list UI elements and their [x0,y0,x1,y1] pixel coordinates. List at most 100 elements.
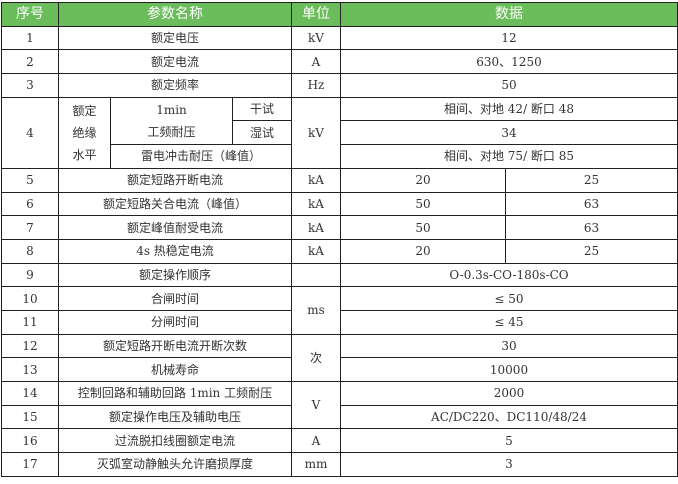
row-no: 13 [1,357,59,382]
row-name: 4s 热稳定电流 [58,238,292,264]
row-unit: ms [291,286,341,335]
row-name: 额定操作顺序 [58,262,292,288]
row-no: 9 [1,262,59,288]
table-row: 4 额定 绝缘 水平 1min 工频耐压 干试 kV 相间、对地 42/ 断口 … [1,96,678,169]
row-value-b: 63 [505,215,678,240]
sub-line: 1min [156,102,187,117]
row-name: 额定短路开断电流开断次数 [58,333,292,359]
row-no: 7 [1,215,59,240]
lightning-value: 相间、对地 75/ 断口 85 [340,144,678,169]
group-line: 额定 [72,103,97,118]
row-value-b: 63 [505,191,678,217]
table-row: 3 额定频率 Hz 50 [1,73,678,98]
row-name: 额定电流 [58,49,292,75]
row-name: 控制回路和辅助回路 1min 工频耐压 [58,381,292,406]
row-unit: A [291,428,341,454]
row-no: 2 [1,49,59,75]
row-name: 机械寿命 [58,357,292,382]
row-no: 8 [1,238,59,264]
row-unit: kV [291,25,341,51]
row-value: 30 [340,333,678,359]
row-value-a: 50 [340,191,506,217]
table-row: 雷电冲击耐压（峰值） 相间、对地 75/ 断口 85 [2,144,678,169]
header-row: 序号 参数名称 单位 数据 [1,2,678,27]
row-value: 12 [340,25,678,51]
lightning-label: 雷电冲击耐压（峰值） [110,144,292,169]
row-unit: kA [291,238,341,264]
row-value: AC/DC220、DC110/48/24 [340,404,678,430]
table-row: 7 额定峰值耐受电流 kA 50 63 [1,215,678,240]
row-no: 16 [1,428,59,454]
row-value: ≤ 50 [340,286,678,311]
row-name: 额定频率 [58,73,292,98]
row-no: 11 [1,309,59,335]
sub-line: 工频耐压 [147,124,196,139]
header-data: 数据 [340,2,678,27]
row-no: 14 [1,381,59,406]
row-no: 1 [1,25,59,51]
row-name: 过流脱扣线圈额定电流 [58,428,292,454]
row-no: 10 [1,286,59,311]
row-name: 合闸时间 [58,286,292,311]
row-value-a: 20 [340,238,506,264]
row-value: 10000 [340,357,678,382]
table-row: 湿试 34 [2,120,678,146]
row-unit [291,262,341,288]
wet-test-label: 湿试 [232,120,292,146]
table-row: 1 额定电压 kV 12 [1,25,678,51]
row-no: 15 [1,404,59,430]
dry-value: 相间、对地 42/ 断口 48 [340,96,678,122]
table-row: 15 额定操作电压及辅助电压 AC/DC220、DC110/48/24 [1,404,678,430]
row-no: 12 [1,333,59,359]
row-unit: V [291,380,341,430]
row-unit: kA [291,215,341,240]
header-unit: 单位 [291,2,341,27]
table-row: 5 额定短路开断电流 kA 20 25 [1,167,678,193]
row-name: 额定电压 [58,25,292,51]
row-unit: kV [291,96,341,169]
table-row: 2 额定电流 A 630、1250 [1,49,678,75]
row-name: 额定短路关合电流（峰值） [58,191,292,217]
row-unit: A [291,49,341,75]
row-value-a: 20 [340,167,506,193]
row-name: 灭弧室动静触头允许磨损厚度 [58,452,292,477]
row-no: 4 [1,96,59,169]
row-unit: Hz [291,73,341,98]
row-value: O-0.3s-CO-180s-CO [340,262,678,288]
row-unit: kA [291,191,341,217]
row-no: 6 [1,191,59,217]
row-value: 630、1250 [340,49,678,75]
row-name: 额定峰值耐受电流 [58,215,292,240]
row-value-a: 50 [340,215,506,240]
group-line: 水平 [72,147,97,162]
table-row: 9 额定操作顺序 O-0.3s-CO-180s-CO [1,262,678,288]
row-name: 分闸时间 [58,309,292,335]
header-no: 序号 [1,2,59,27]
row-value: 50 [340,73,678,98]
row-value-b: 25 [505,167,678,193]
insulation-level-label: 额定 绝缘 水平 [58,96,111,169]
row-unit: kA [291,167,341,193]
row-name: 额定短路开断电流 [58,167,292,193]
dry-test-label: 干试 [232,96,292,122]
wet-value: 34 [340,120,678,146]
table-row: 17 灭弧室动静触头允许磨损厚度 mm 3 [1,452,678,477]
row-value: 5 [340,428,678,454]
table-row: 6 额定短路关合电流（峰值） kA 50 63 [1,191,678,217]
header-name: 参数名称 [58,2,292,27]
table-row: 10 合闸时间 ms ≤ 50 [1,286,678,335]
parameter-table: 序号 参数名称 单位 数据 1 额定电压 kV 12 2 额定电流 A 630、… [1,2,678,477]
table-row: 16 过流脱扣线圈额定电流 A 5 [1,428,678,454]
row-unit: mm [291,452,341,477]
table-row: 11 分闸时间 ≤ 45 [1,309,678,335]
table-row: 8 4s 热稳定电流 kA 20 25 [1,238,678,264]
row-no: 5 [1,167,59,193]
row-unit: 次 [291,333,341,383]
power-frequency-label: 1min 工频耐压 [110,96,233,146]
table-row: 13 机械寿命 10000 [1,357,678,382]
row-value: ≤ 45 [340,309,678,335]
row-value: 2000 [340,381,678,406]
group-line: 绝缘 [72,125,97,140]
row-value-b: 25 [505,238,678,264]
row-value: 3 [340,452,678,477]
